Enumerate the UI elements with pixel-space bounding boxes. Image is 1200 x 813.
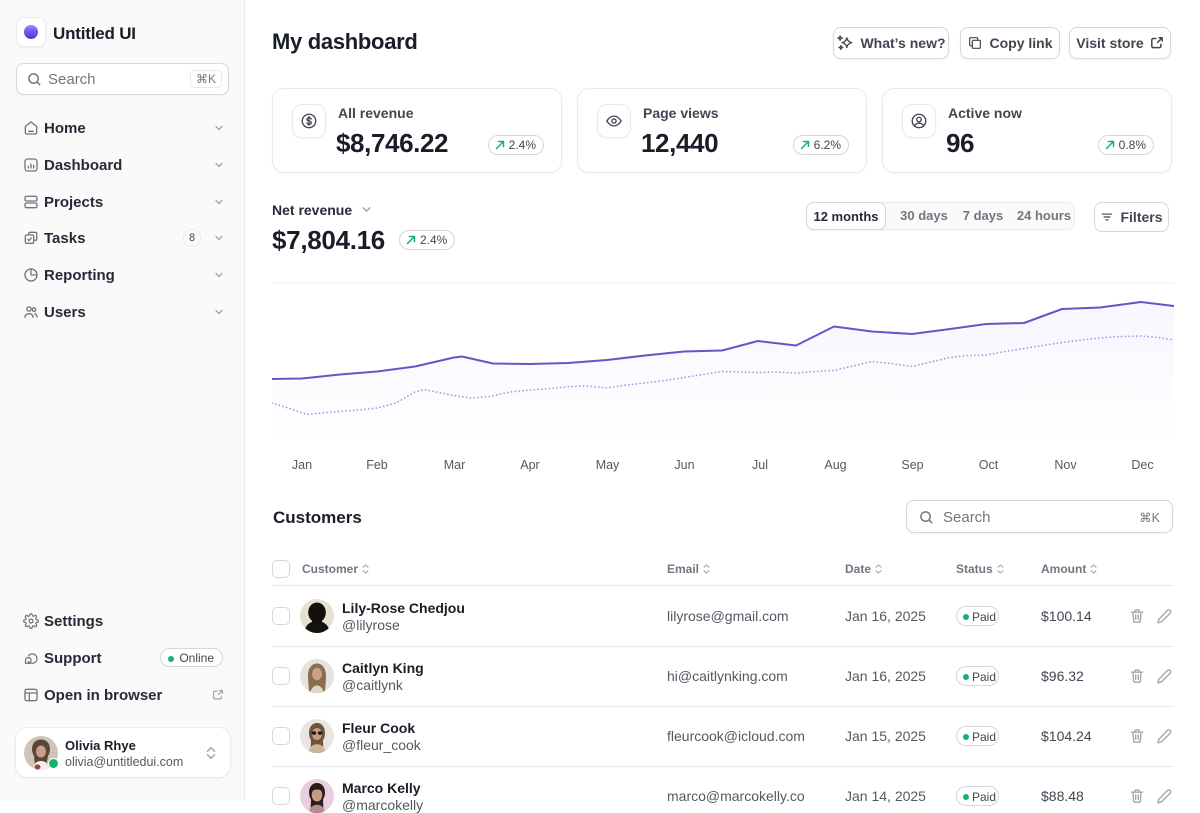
svg-text:Jun: Jun	[674, 458, 694, 472]
svg-text:Dec: Dec	[1131, 458, 1153, 472]
svg-text:Sep: Sep	[901, 458, 923, 472]
svg-text:Apr: Apr	[520, 458, 539, 472]
svg-text:Oct: Oct	[979, 458, 999, 472]
svg-text:Feb: Feb	[366, 458, 388, 472]
svg-text:Jul: Jul	[752, 458, 768, 472]
svg-text:Nov: Nov	[1054, 458, 1077, 472]
svg-text:Aug: Aug	[824, 458, 846, 472]
svg-text:Jan: Jan	[292, 458, 312, 472]
svg-text:May: May	[596, 458, 620, 472]
svg-text:Mar: Mar	[444, 458, 466, 472]
